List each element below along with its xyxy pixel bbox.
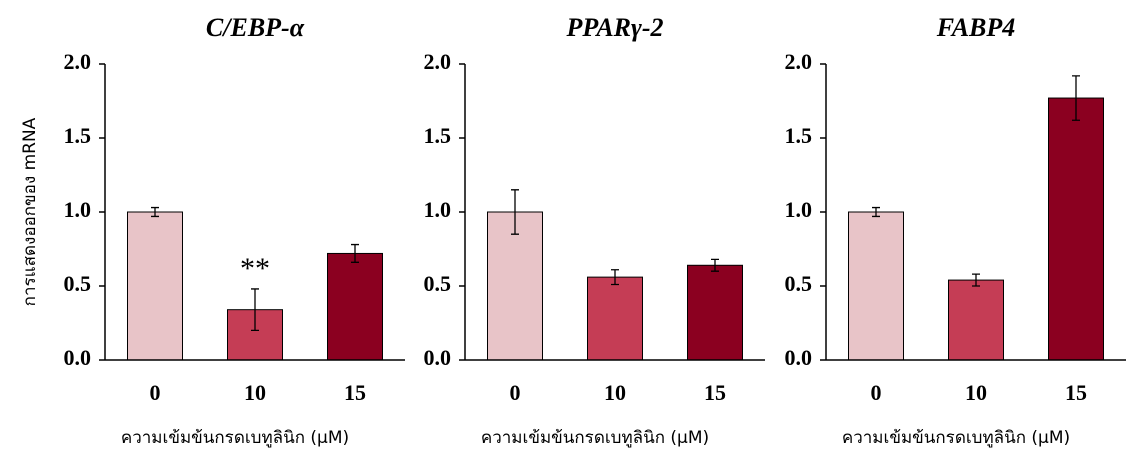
bar bbox=[688, 265, 743, 360]
y-tick-label: 2.0 bbox=[424, 49, 452, 74]
y-tick-label: 0.0 bbox=[424, 345, 452, 370]
x-axis-label: ความเข้มข้นกรดเบทูลินิก (µM) bbox=[842, 428, 1070, 448]
x-tick-label: 15 bbox=[344, 380, 366, 405]
chart: C/EBP-α การแสดงออกของ mRNA 0.0 0.5 1.0 1.5 2.0… bbox=[0, 0, 1142, 452]
y-tick-label: 1.0 bbox=[424, 197, 452, 222]
y-tick-label: 0.0 bbox=[785, 345, 813, 370]
y-tick-label: 0.5 bbox=[785, 271, 813, 296]
y-tick-label: 1.0 bbox=[785, 197, 813, 222]
x-tick-label: 0 bbox=[510, 380, 521, 405]
bar bbox=[588, 277, 643, 360]
y-tick-label: 0.0 bbox=[64, 345, 92, 370]
x-tick-label: 0 bbox=[871, 380, 882, 405]
y-tick-label: 1.5 bbox=[424, 123, 452, 148]
bar bbox=[328, 253, 383, 360]
y-axis-label: การแสดงออกของ mRNA bbox=[20, 117, 40, 306]
y-tick-label: 0.5 bbox=[64, 271, 92, 296]
y-tick-label: 2.0 bbox=[64, 49, 92, 74]
x-tick-label: 15 bbox=[1065, 380, 1087, 405]
x-tick-label: 0 bbox=[150, 380, 161, 405]
bar bbox=[1049, 98, 1104, 360]
x-tick-label: 15 bbox=[704, 380, 726, 405]
y-tick-label: 1.0 bbox=[64, 197, 92, 222]
bar bbox=[949, 280, 1004, 360]
x-axis-label: ความเข้มข้นกรดเบทูลินิก (µM) bbox=[121, 428, 349, 448]
x-tick-label: 10 bbox=[965, 380, 987, 405]
annotation: ** bbox=[240, 252, 270, 285]
panel-title: C/EBP-α bbox=[206, 13, 305, 42]
x-tick-label: 10 bbox=[604, 380, 626, 405]
bar bbox=[128, 212, 183, 360]
y-tick-label: 2.0 bbox=[785, 49, 813, 74]
panel-title: FABP4 bbox=[936, 13, 1016, 42]
y-tick-label: 1.5 bbox=[785, 123, 813, 148]
panel-title: PPARγ-2 bbox=[566, 13, 664, 42]
x-tick-label: 10 bbox=[244, 380, 266, 405]
y-tick-label: 0.5 bbox=[424, 271, 452, 296]
bar bbox=[849, 212, 904, 360]
x-axis-label: ความเข้มข้นกรดเบทูลินิก (µM) bbox=[481, 428, 709, 448]
y-tick-label: 1.5 bbox=[64, 123, 92, 148]
